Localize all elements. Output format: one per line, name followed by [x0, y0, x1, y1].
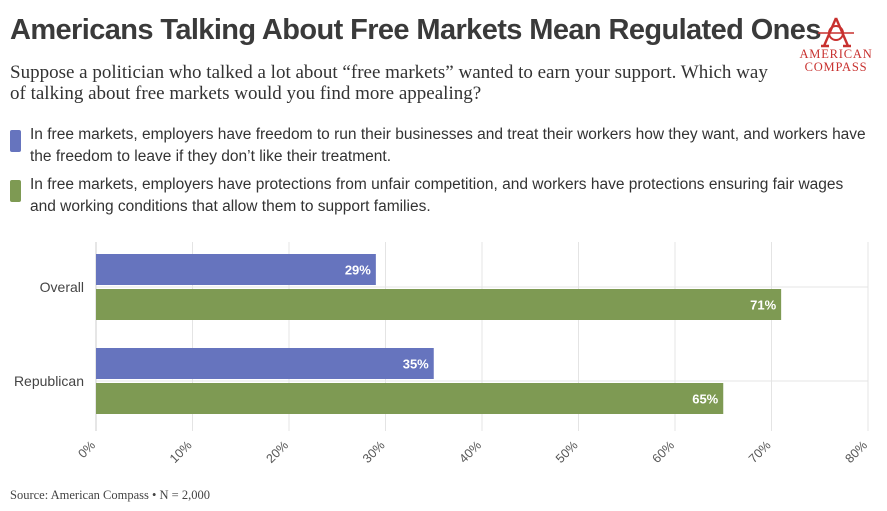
legend-swatch-freedom: [10, 130, 21, 152]
category-label-overall: Overall: [40, 279, 84, 295]
legend-label-freedom: In free markets, employers have freedom …: [30, 126, 866, 165]
data-label-republican-series-2: 65%: [692, 392, 718, 407]
compass-a-icon: [818, 17, 854, 48]
x-tick-label-80: 80%: [843, 438, 871, 466]
x-tick-label-70: 70%: [746, 438, 774, 466]
x-tick-label-50: 50%: [553, 438, 581, 466]
bar-overall-series-1: [96, 254, 376, 285]
data-label-overall-series-1: 29%: [345, 263, 371, 278]
x-tick-label-0: 0%: [75, 438, 98, 461]
logo-text-compass: COMPASS: [804, 60, 868, 74]
data-label-republican-series-1: 35%: [403, 357, 429, 372]
chart-title: Americans Talking About Free Markets Mea…: [10, 14, 821, 46]
bar-republican-series-1: [96, 348, 434, 379]
x-tick-label-30: 30%: [360, 438, 388, 466]
x-tick-label-10: 10%: [167, 438, 195, 466]
legend-label-protections: In free markets, employers have protecti…: [30, 176, 844, 215]
american-compass-logo: AMERICAN COMPASS: [790, 16, 882, 74]
data-label-overall-series-2: 71%: [750, 298, 776, 313]
x-tick-label-20: 20%: [264, 438, 292, 466]
legend-item-freedom: In free markets, employers have freedom …: [10, 124, 870, 168]
logo-text-american: AMERICAN: [799, 47, 873, 61]
legend-item-protections: In free markets, employers have protecti…: [10, 174, 870, 218]
source-note: Source: American Compass • N = 2,000: [10, 488, 210, 502]
legend-swatch-protections: [10, 180, 21, 202]
x-tick-label-40: 40%: [457, 438, 485, 466]
bar-republican-series-2: [96, 383, 724, 414]
category-label-republican: Republican: [14, 373, 84, 389]
legend: In free markets, employers have freedom …: [10, 124, 870, 224]
chart-subtitle: Suppose a politician who talked a lot ab…: [10, 62, 768, 104]
bar-overall-series-2: [96, 289, 782, 320]
x-tick-label-60: 60%: [650, 438, 678, 466]
